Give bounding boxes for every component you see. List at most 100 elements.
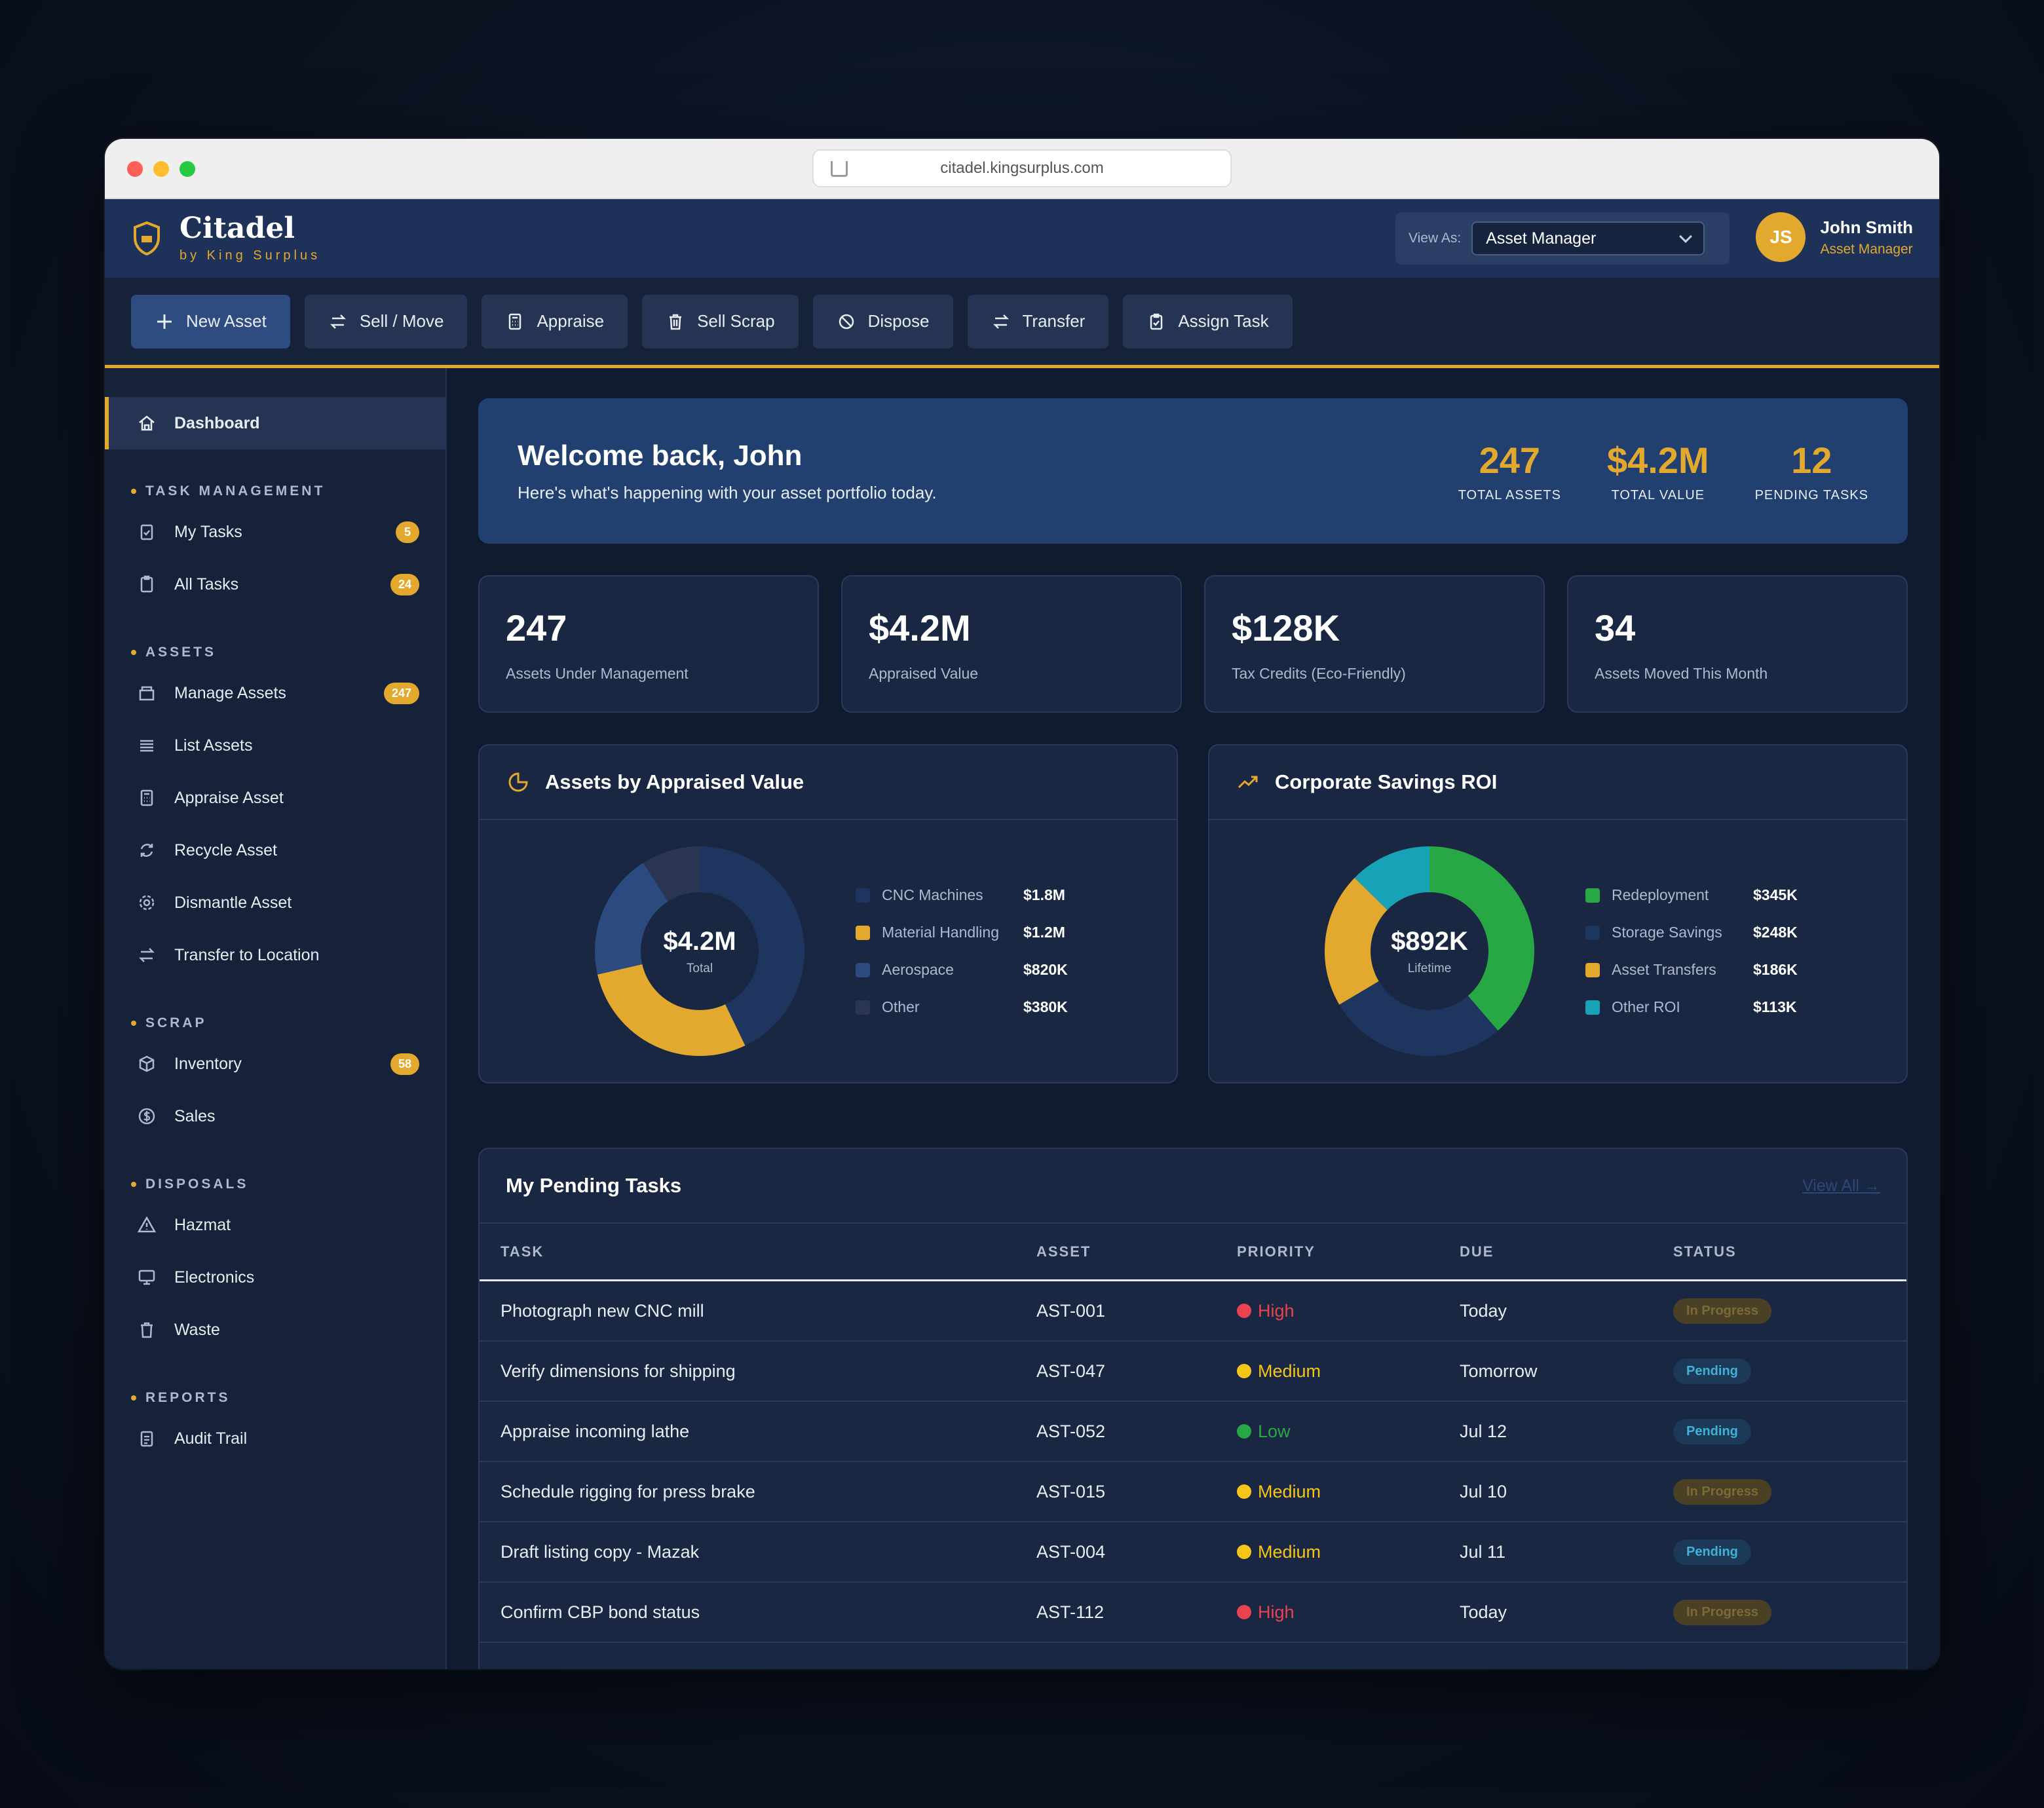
legend-item[interactable]: Other $380K [856,998,1068,1016]
legend-label: Material Handling [882,924,999,941]
transfer-button[interactable]: Transfer [967,294,1109,348]
sell-move-button[interactable]: Sell / Move [304,294,468,348]
legend-swatch [856,962,870,977]
sidebar-item-hazmat[interactable]: Hazmat [105,1199,445,1251]
due-date: Jul 11 [1460,1541,1506,1562]
donut-slice-material-handling[interactable] [597,964,746,1056]
legend-item[interactable]: Material Handling $1.2M [856,924,1068,941]
close-window-button[interactable] [127,161,143,177]
kpi-card-assets-moved[interactable]: 34 Assets Moved This Month [1567,575,1908,713]
kpi-label: Tax Credits (Eco-Friendly) [1232,665,1406,682]
column-header-task[interactable]: TASK [501,1243,544,1260]
sidebar-item-my-tasks[interactable]: My Tasks 5 [105,506,445,558]
new-asset-button[interactable]: New Asset [131,294,290,348]
view-all-link[interactable]: View All → [1802,1176,1880,1195]
appraise-button[interactable]: Appraise [482,294,628,348]
table-row[interactable]: Draft listing copy - Mazak AST-004 Medium J… [480,1522,1906,1583]
column-header-priority[interactable]: PRIORITY [1237,1243,1315,1260]
sidebar-item-dismantle-asset[interactable]: Dismantle Asset [105,876,445,929]
kpi-card-assets-under-management[interactable]: 247 Assets Under Management [478,575,819,713]
sidebar-item-dashboard[interactable]: Dashboard [105,397,445,449]
donut-slice-redeployment[interactable] [1429,846,1534,1031]
kpi-cards: 247 Assets Under Management $4.2M Apprai… [478,575,1908,713]
url-bar[interactable]: citadel.kingsurplus.com [812,149,1232,187]
table-row[interactable]: Verify dimensions for shipping AST-047 Med… [480,1342,1906,1402]
sidebar-item-audit-trail[interactable]: Audit Trail [105,1412,445,1465]
donut-slice-aerospace[interactable] [595,863,668,975]
assign-task-button[interactable]: Assign Task [1123,294,1293,348]
sidebar-item-appraise-asset[interactable]: Appraise Asset [105,772,445,824]
priority-cell: Medium [1237,1542,1460,1562]
table-row[interactable]: Appraise incoming lathe AST-052 Low Jul 12 P… [480,1402,1906,1462]
sidebar-item-inventory[interactable]: Inventory 58 [105,1038,445,1090]
sidebar-item-manage-assets[interactable]: Manage Assets 247 [105,667,445,719]
user-menu[interactable]: JS John Smith Asset Manager [1756,212,1913,262]
donut-slice-cnc-machines[interactable] [700,846,804,1046]
dollar-icon [138,1108,155,1125]
legend-item[interactable]: CNC Machines $1.8M [856,886,1068,904]
sidebar-item-recycle-asset[interactable]: Recycle Asset [105,824,445,876]
sidebar-section-assets: ASSETS [105,626,445,667]
legend-item[interactable]: Asset Transfers $186K [1585,961,1798,979]
sidebar-section-scrap: SCRAP [105,997,445,1038]
sidebar-item-sales[interactable]: Sales [105,1090,445,1142]
donut-slice-asset-transfers[interactable] [1325,878,1388,1005]
action-toolbar: New Asset Sell / Move Appraise Sell Scra… [105,278,1939,368]
sidebar-item-label: Transfer to Location [174,945,320,964]
minimize-window-button[interactable] [153,161,169,177]
task-name[interactable]: Verify dimensions for shipping [501,1361,736,1381]
welcome-banner: Welcome back, John Here's what's happeni… [478,398,1908,544]
sidebar-item-transfer-to-location[interactable]: Transfer to Location [105,929,445,981]
priority-dot [1237,1424,1251,1439]
sidebar-item-all-tasks[interactable]: All Tasks 24 [105,558,445,611]
donut-slice-storage-savings[interactable] [1339,981,1498,1056]
column-header-due[interactable]: DUE [1460,1243,1494,1260]
sell-scrap-button[interactable]: Sell Scrap [642,294,799,348]
sidebar-item-label: My Tasks [174,522,242,541]
task-name[interactable]: Appraise incoming lathe [501,1421,690,1441]
kpi-card-tax-credits[interactable]: $128K Tax Credits (Eco-Friendly) [1204,575,1545,713]
legend-item[interactable]: Aerospace $820K [856,961,1068,979]
donut-slice-other[interactable] [643,846,700,902]
avatar[interactable]: JS [1756,212,1806,262]
count-badge: 58 [390,1053,419,1075]
count-badge: 24 [390,573,419,595]
view-as-label: View As: [1409,231,1462,246]
view-as-select[interactable]: Asset Manager [1471,221,1705,255]
maximize-window-button[interactable] [180,161,195,177]
assign-task-label: Assign Task [1178,311,1269,331]
task-name[interactable]: Schedule rigging for press brake [501,1481,755,1501]
sidebar-item-label: Dismantle Asset [174,893,292,912]
task-name[interactable]: Confirm CBP bond status [501,1602,700,1622]
chart-card-header: Corporate Savings ROI [1209,745,1906,820]
kpi-value: 34 [1595,607,1636,649]
kpi-card-appraised-value[interactable]: $4.2M Appraised Value [841,575,1182,713]
task-name[interactable]: Draft listing copy - Mazak [501,1541,700,1562]
sidebar-item-list-assets[interactable]: List Assets [105,719,445,772]
sidebar-item-waste[interactable]: Waste [105,1304,445,1356]
column-header-status[interactable]: STATUS [1673,1243,1737,1260]
task-name[interactable]: Photograph new CNC mill [501,1300,704,1321]
welcome-stat-pending-tasks: 12 PENDING TASKS [1755,439,1868,503]
legend-item[interactable]: Redeployment $345K [1585,886,1798,904]
donut-slice-other-roi[interactable] [1354,846,1429,911]
sidebar-item-electronics[interactable]: Electronics [105,1251,445,1304]
calculator-icon [140,789,153,806]
table-row[interactable]: Confirm CBP bond status AST-112 High Today I… [480,1583,1906,1643]
legend-item[interactable]: Storage Savings $248K [1585,924,1798,941]
sidebar-item-label: Dashboard [174,413,260,432]
table-row[interactable]: Photograph new CNC mill AST-001 High Today I… [480,1281,1906,1342]
legend-item[interactable]: Other ROI $113K [1585,998,1798,1016]
priority-cell: Medium [1237,1361,1460,1382]
reader-icon[interactable] [831,161,848,177]
sidebar-item-label: Waste [174,1320,220,1339]
chart-card-body: $4.2M Total CNC Machines $1.8M Material Ha… [480,820,1177,1082]
table-row[interactable]: Schedule rigging for press brake AST-015 M… [480,1462,1906,1522]
brand[interactable]: Citadel by King Surplus [131,214,320,263]
status-cell: Pending [1673,1539,1885,1565]
status-cell: In Progress [1673,1298,1885,1324]
dispose-button[interactable]: Dispose [812,294,953,348]
column-header-asset[interactable]: ASSET [1036,1243,1091,1260]
status-cell: Pending [1673,1358,1885,1384]
legend-label: Aerospace [882,961,954,978]
